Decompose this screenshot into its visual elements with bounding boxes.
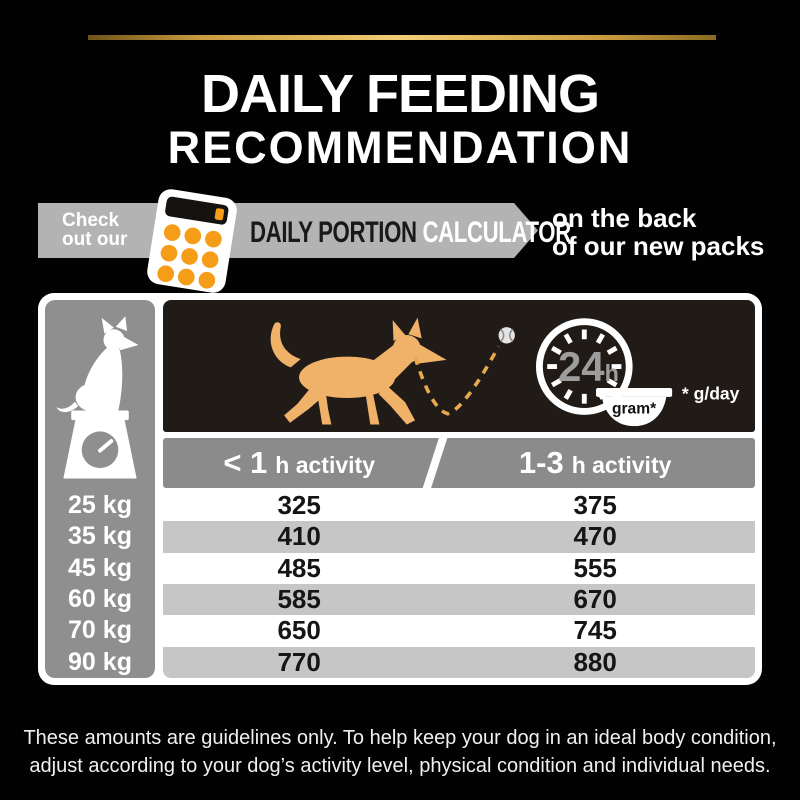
table-row: 770 880 — [163, 646, 755, 678]
table-illustration-panel: 24h gram* * g/day — [163, 300, 755, 432]
column-header-lt1h-num: < 1 — [223, 445, 268, 480]
check-out-our-label: Check out our — [62, 210, 128, 250]
bouncing-ball-icon — [413, 327, 515, 416]
footnote-line2: adjust according to your dog’s activity … — [29, 755, 771, 777]
gday-unit-note: * g/day — [682, 384, 740, 404]
footnote-line1: These amounts are guidelines only. To he… — [23, 727, 777, 749]
portion-value: 470 — [573, 521, 617, 552]
page-title-line1: DAILY FEEDING — [200, 64, 600, 124]
weight-label: 35 kg — [68, 522, 132, 551]
column-header-lt1h: < 1 h activity — [163, 438, 435, 488]
portion-value: 485 — [277, 552, 321, 583]
feeding-table-card: 25 kg 35 kg 45 kg 60 kg 70 kg 90 kg — [38, 293, 762, 685]
gold-divider-line — [88, 35, 716, 40]
on-the-back-label: on the back of our new packs — [552, 204, 764, 260]
portion-columns: 24h gram* * g/day < 1 h activity 1-3 h — [163, 300, 755, 678]
gram-bowl-icon: gram* — [596, 388, 673, 427]
weight-label: 60 kg — [68, 585, 132, 614]
column-header-lt1h-rest: h activity — [275, 452, 375, 478]
column-header-1-3h-rest: h activity — [571, 452, 672, 478]
portion-value: 410 — [277, 521, 321, 552]
table-row: 410 470 — [163, 521, 755, 553]
24h-clock-icon: 24h gram* * g/day — [535, 318, 740, 427]
daily-portion-text: DAILY PORTION — [250, 216, 417, 249]
table-row: 650 745 — [163, 615, 755, 647]
portion-value: 880 — [573, 646, 617, 677]
portion-value: 585 — [277, 584, 321, 615]
page-title: DAILY FEEDING RECOMMENDATION — [0, 66, 800, 170]
dog-on-scale-icon-wrap — [45, 300, 155, 490]
on-the-back-line2: of our new packs — [552, 231, 765, 262]
activity-header-row: < 1 h activity 1-3 h activity — [163, 434, 755, 492]
calculator-text: CALCULATOR — [422, 216, 571, 249]
weight-label: 90 kg — [68, 647, 132, 676]
feeding-table-rows: 325 375 410 470 485 555 585 670 650 745 770 880 — [163, 490, 755, 678]
column-header-1-3h: 1-3 h activity — [435, 438, 755, 488]
portion-value: 375 — [573, 490, 617, 521]
weight-labels: 25 kg 35 kg 45 kg 60 kg 70 kg 90 kg — [45, 490, 155, 678]
portion-value: 325 — [277, 490, 321, 521]
check-out-our-line1: Check — [62, 210, 120, 231]
portion-value: 745 — [573, 615, 617, 646]
weight-label: 70 kg — [68, 616, 132, 645]
calculator-icon — [147, 189, 237, 293]
weight-label: 45 kg — [68, 553, 132, 582]
page-title-line2: RECOMMENDATION — [167, 121, 633, 173]
table-row: 485 555 — [163, 552, 755, 584]
column-header-1-3h-num: 1-3 — [518, 445, 564, 480]
table-row: 325 375 — [163, 490, 755, 522]
weight-label: 25 kg — [68, 491, 132, 520]
running-dog-icon — [270, 317, 447, 425]
gram-label: gram* — [612, 400, 657, 417]
portion-value: 650 — [277, 615, 321, 646]
calculator-banner-ribbon — [38, 203, 538, 258]
weight-column: 25 kg 35 kg 45 kg 60 kg 70 kg 90 kg — [45, 300, 155, 678]
on-the-back-line1: on the back — [552, 203, 697, 233]
daily-portion-calculator-label: DAILY PORTION CALCULATOR — [250, 216, 571, 250]
check-out-our-line2: out our — [62, 228, 128, 250]
portion-value: 770 — [277, 646, 321, 677]
guidelines-footnote: These amounts are guidelines only. To he… — [0, 724, 800, 780]
portion-value: 670 — [573, 584, 617, 615]
portion-value: 555 — [573, 552, 617, 583]
dog-on-scale-icon — [56, 316, 139, 479]
table-row: 585 670 — [163, 583, 755, 616]
